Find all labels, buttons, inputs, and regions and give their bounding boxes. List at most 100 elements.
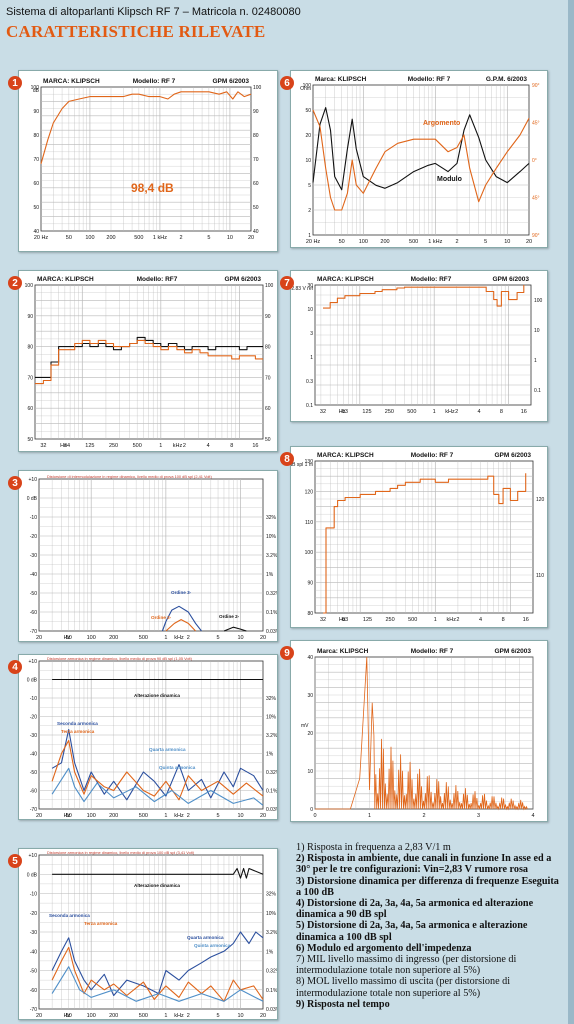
series-annotation: Seconda armonica [49,913,90,918]
x-tick-label: Hz [64,1013,71,1019]
y-tick-label: 0.3 [306,379,313,385]
y-tick-label: +10 [29,477,38,483]
y-tick-label: 0 dB [27,496,38,502]
y-tick-label: 100 [25,283,34,289]
chart-number-badge: 5 [8,854,22,868]
y-tick-label: 0 [310,807,313,813]
x-tick-label: 32 [320,617,326,623]
x-tick-label: 500 [139,813,148,819]
series-line-quarta-armonica [51,966,264,1002]
series-line-argomento [312,109,530,211]
y-tick-label-right: 90 [253,109,259,115]
x-tick-label: 100 [85,235,94,241]
x-tick-label: 16 [521,409,527,415]
x-tick-label: 63 [342,409,348,415]
legend-item: 9) Risposta nel tempo [296,998,390,1010]
chart-header-model: Modello: RF 7 [411,648,454,655]
x-tick-label: 2 [187,1013,190,1019]
chart-header-model: Modello: RF7 [137,276,178,283]
legend-item: 4) Distorsione di 2a, 3a, 4a, 5a armonic… [296,898,534,921]
series-line-seconda-armonica [51,931,264,997]
chart-header: Distorsione armonica in regime dinamico,… [47,850,195,855]
x-tick-label: 20 Hz [306,239,321,245]
right-tick-label: 0.03% [266,629,277,635]
chart-svg-8: MARCA: KLIPSCH Modello: RF 7 GPM 6/2003 32 H… [289,452,544,623]
y-tick-label-right: 60 [253,181,259,187]
y-tick-label: 0 dB [27,678,38,684]
x-tick-label: 20 Hz [34,235,49,241]
y-tick-label: -40 [30,572,37,578]
y-tick-label: 120 [305,489,314,495]
y-tick-label: -60 [30,789,37,795]
y-tick-label: 80 [27,345,33,351]
x-tick-label: kHz [445,409,455,415]
x-tick-label: kHz [173,443,183,449]
x-tick-label: 4 [531,813,534,819]
chart-svg-3: Distorsione di intermodulazione in regim… [27,474,281,641]
x-tick-label: 32 [320,409,326,415]
chart-number-badge: 7 [280,276,294,290]
right-tick-label: 0.03% [266,807,277,813]
series-line-seconda-armonica [51,728,264,801]
y-tick-label-right: 70 [265,375,271,381]
grid [314,657,534,809]
right-tick-label: 0.32% [266,591,277,597]
x-tick-label: 10 [227,235,233,241]
x-tick-label: 10 [237,1013,243,1019]
x-tick-label: 100 [87,813,96,819]
y-tick-label: -40 [30,949,37,955]
series-line-alterazione-dinamica [52,867,264,879]
x-tick-label: 500 [409,239,418,245]
y-tick-label: -60 [30,988,37,994]
x-tick-label: 8 [500,409,503,415]
x-tick-label: 64 [64,443,70,449]
chart-header-brand: MARCA: KLIPSCH [317,276,374,283]
y-tick-label-right: 90 [265,314,271,320]
series-line-orange [35,339,263,385]
legend-item: 5) Distorsione di 2a, 3a, 4a, 5a armonic… [296,920,528,943]
x-tick-label: 5 [217,1013,220,1019]
y-tick-label: 10 [305,158,311,164]
chart-svg-4: Distorsione armonica in regime dinamico,… [27,656,281,819]
chart-svg-5: Distorsione armonica in regime dinamico,… [27,850,281,1019]
x-tick-label: 5 [217,635,220,641]
right-tick-label: 0° [532,158,537,164]
series-annotation: Quarta armonica [149,747,186,752]
y-tick-label: -50 [30,969,37,975]
y-tick-label: 110 [305,520,313,526]
right-tick-label: 3.2% [266,553,277,559]
y-tick-label: 2 [308,208,311,214]
x-tick-label: 500 [134,235,143,241]
chart-panel-6: Marca: KLIPSCH Modello: RF 7 G.P.M. 6/2003… [290,70,548,248]
x-tick-label: kHz [174,813,184,819]
x-tick-label: 8 [230,443,233,449]
x-tick-label: 16 [252,443,258,449]
legend-item: 3) Distorsione dinamica per differenza d… [296,875,559,898]
chart-svg-6: Marca: KLIPSCH Modello: RF 7 G.P.M. 6/2003… [300,76,539,245]
x-tick-label: 2 [422,813,425,819]
x-tick-label: 500 [133,443,142,449]
x-tick-label: 4 [477,409,480,415]
x-tick-label: 125 [85,443,94,449]
y-tick-label: -50 [30,770,37,776]
y-tick-label: 20 [305,133,311,139]
series-annotation: Terza armonica [84,921,118,926]
x-tick-label: kHz [447,617,457,623]
page-title: CARATTERISTICHE RILEVATE [6,22,266,41]
chart-header-brand: Marca: KLIPSCH [315,76,367,83]
x-tick-label: 250 [385,409,394,415]
chart-panel-9: Marca: KLIPSCH Modello: RF 7 GPM 6/2003 0 1 2… [290,640,548,822]
series-annotation: Seconda armonica [57,721,98,726]
x-tick-label: 200 [109,635,118,641]
chart-panel-7: MARCA: KLIPSCH Modello: RF7 GPM 6/2003 32 Hz… [287,270,548,422]
y-tick-label: -30 [30,930,37,936]
series-annotation: Modulo [437,176,462,183]
series-annotation: Alterazione dinamica [134,693,180,698]
y-tick-label: 60 [27,406,33,412]
x-tick-label: 50 [66,813,72,819]
x-tick-label: 20 [36,635,42,641]
legend-item: 7) MIL livello massimo di ingresso (per … [296,954,517,977]
series-line-orange [40,91,252,164]
chart-panel-3: Distorsione di intermodulazione in regim… [18,470,281,642]
y-tick-label: -20 [30,911,37,917]
